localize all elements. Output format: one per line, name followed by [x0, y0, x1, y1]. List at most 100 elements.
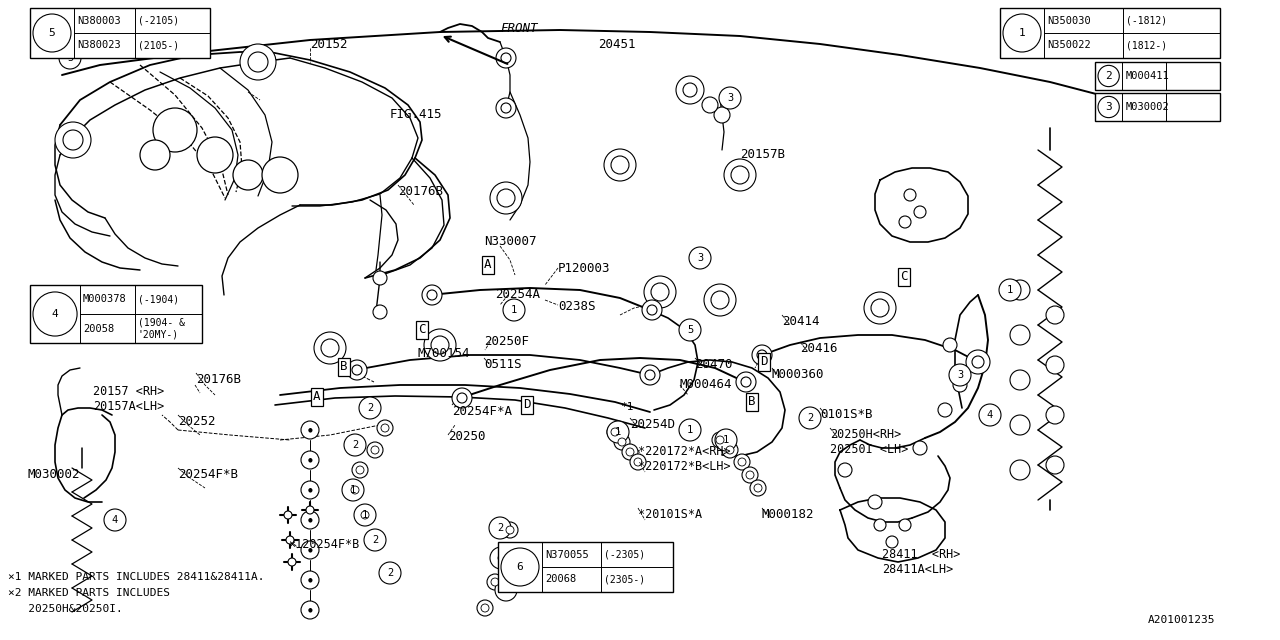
Text: M000360: M000360 — [772, 368, 824, 381]
Circle shape — [719, 87, 741, 109]
Text: 20157A<LH>: 20157A<LH> — [93, 400, 164, 413]
Circle shape — [428, 290, 436, 300]
Text: M000464: M000464 — [680, 378, 732, 391]
Bar — [1094, 93, 1220, 121]
Circle shape — [913, 441, 927, 455]
Circle shape — [726, 446, 733, 454]
Circle shape — [904, 189, 916, 201]
Circle shape — [347, 482, 364, 498]
Text: B: B — [340, 360, 347, 373]
Text: N330007: N330007 — [484, 235, 536, 248]
Text: A201001235: A201001235 — [1147, 615, 1215, 625]
Circle shape — [422, 285, 442, 305]
Text: 2: 2 — [387, 568, 393, 578]
Text: 3: 3 — [957, 370, 963, 380]
Text: 0101S*B: 0101S*B — [820, 408, 873, 421]
Circle shape — [731, 166, 749, 184]
Text: ●: ● — [307, 547, 312, 552]
Circle shape — [1010, 415, 1030, 435]
Text: ×2 MARKED PARTS INCLUDES: ×2 MARKED PARTS INCLUDES — [8, 588, 170, 598]
Circle shape — [611, 428, 620, 436]
Circle shape — [886, 536, 899, 548]
Circle shape — [604, 149, 636, 181]
Circle shape — [1010, 460, 1030, 480]
Circle shape — [477, 600, 493, 616]
Circle shape — [607, 424, 623, 440]
Circle shape — [301, 571, 319, 589]
Text: (1812-): (1812-) — [1126, 40, 1167, 51]
Bar — [498, 542, 673, 592]
Circle shape — [248, 52, 268, 72]
Circle shape — [626, 448, 634, 456]
Circle shape — [352, 365, 362, 375]
Circle shape — [352, 462, 369, 478]
Circle shape — [634, 458, 643, 466]
Circle shape — [489, 517, 511, 539]
Circle shape — [241, 44, 276, 80]
Text: 20416: 20416 — [800, 342, 837, 355]
Circle shape — [197, 137, 233, 173]
Text: 20250: 20250 — [448, 430, 485, 443]
Circle shape — [372, 305, 387, 319]
Circle shape — [724, 159, 756, 191]
Text: M000411: M000411 — [1125, 71, 1169, 81]
Text: 2: 2 — [1105, 71, 1112, 81]
Circle shape — [154, 108, 197, 152]
Text: 20250F: 20250F — [484, 335, 529, 348]
Text: 20068: 20068 — [545, 575, 576, 584]
Circle shape — [838, 463, 852, 477]
Text: ●: ● — [307, 458, 312, 463]
Circle shape — [754, 484, 762, 492]
Text: 20157B: 20157B — [740, 148, 785, 161]
Text: (1904- &
'20MY-): (1904- & '20MY-) — [138, 317, 184, 339]
Circle shape — [502, 522, 518, 538]
Circle shape — [452, 388, 472, 408]
Circle shape — [742, 467, 758, 483]
Text: 3: 3 — [727, 93, 733, 103]
Circle shape — [938, 403, 952, 417]
Text: ●: ● — [307, 428, 312, 433]
Circle shape — [799, 407, 820, 429]
Text: 4: 4 — [987, 410, 993, 420]
Text: D: D — [760, 355, 768, 368]
Circle shape — [704, 284, 736, 316]
Text: ×120254F*B: ×120254F*B — [288, 538, 360, 551]
Circle shape — [870, 299, 890, 317]
Circle shape — [972, 356, 984, 368]
Text: C: C — [900, 270, 908, 283]
Circle shape — [716, 436, 724, 444]
Bar — [29, 8, 210, 58]
Circle shape — [431, 336, 449, 354]
Text: 20254F*B: 20254F*B — [178, 468, 238, 481]
Circle shape — [284, 511, 292, 519]
Circle shape — [1046, 406, 1064, 424]
Circle shape — [481, 604, 489, 612]
Text: 20254F*A: 20254F*A — [452, 405, 512, 418]
Text: 3: 3 — [696, 253, 703, 263]
Circle shape — [342, 479, 364, 501]
Bar — [1094, 62, 1220, 90]
Text: (-1812): (-1812) — [1126, 15, 1167, 26]
Circle shape — [712, 432, 728, 448]
Text: M000182: M000182 — [762, 508, 814, 521]
Text: 1: 1 — [687, 425, 694, 435]
Text: ●: ● — [307, 518, 312, 522]
Circle shape — [379, 562, 401, 584]
Text: 1: 1 — [1019, 28, 1025, 38]
Text: M030002: M030002 — [1125, 102, 1169, 112]
Text: 1: 1 — [723, 435, 730, 445]
Text: 5: 5 — [687, 325, 694, 335]
Circle shape — [998, 279, 1021, 301]
Circle shape — [306, 506, 314, 514]
Text: C: C — [419, 323, 425, 336]
Text: P120003: P120003 — [558, 262, 611, 275]
Circle shape — [495, 579, 517, 601]
Circle shape — [874, 519, 886, 531]
Circle shape — [1046, 306, 1064, 324]
Text: *20101S*A: *20101S*A — [637, 508, 703, 521]
Circle shape — [301, 451, 319, 469]
Text: M000378: M000378 — [83, 294, 127, 305]
Text: 20414: 20414 — [782, 315, 819, 328]
Text: 20058: 20058 — [83, 323, 114, 333]
Circle shape — [500, 53, 511, 63]
